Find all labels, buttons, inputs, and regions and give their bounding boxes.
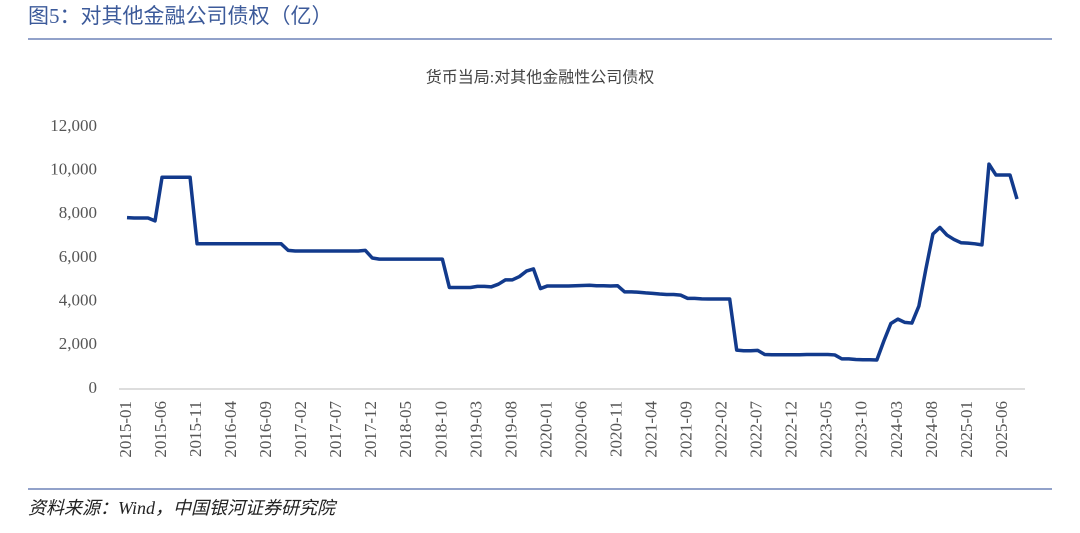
- x-tick-label: 2016-09: [256, 401, 275, 458]
- x-tick-label: 2021-04: [641, 401, 660, 458]
- x-tick-label: 2018-10: [431, 401, 450, 458]
- x-tick-label: 2023-10: [852, 401, 871, 458]
- figure-title: 图5：对其他金融公司债权（亿）: [28, 4, 333, 28]
- x-tick-label: 2023-05: [817, 401, 836, 458]
- x-tick-label: 2024-03: [887, 401, 906, 458]
- x-tick-label: 2020-11: [606, 401, 625, 457]
- x-tick-label: 2018-05: [396, 401, 415, 458]
- y-tick-label: 12,000: [50, 116, 97, 135]
- x-tick-label: 2022-12: [782, 401, 801, 458]
- x-tick-label: 2020-06: [571, 401, 590, 458]
- x-tick-label: 2016-04: [221, 401, 240, 458]
- y-tick-label: 10,000: [50, 160, 97, 179]
- x-tick-label: 2020-01: [536, 401, 555, 458]
- x-tick-label: 2015-01: [116, 401, 135, 458]
- chart-title: 货币当局:对其他金融性公司债权: [426, 69, 654, 87]
- x-tick-label: 2015-06: [151, 401, 170, 458]
- x-tick-label: 2022-07: [747, 401, 766, 458]
- x-tick-label: 2017-12: [361, 401, 380, 458]
- x-tick-label: 2024-08: [922, 401, 941, 458]
- x-tick-label: 2019-08: [501, 401, 520, 458]
- y-tick-label: 2,000: [59, 334, 97, 353]
- y-tick-label: 4,000: [59, 291, 97, 310]
- x-tick-label: 2017-02: [291, 401, 310, 458]
- x-tick-label: 2025-01: [957, 401, 976, 458]
- x-tick-label: 2015-11: [186, 401, 205, 457]
- x-tick-label: 2021-09: [677, 401, 696, 458]
- source-note: 资料来源：Wind，中国银河证券研究院: [28, 498, 338, 518]
- y-tick-label: 0: [89, 378, 98, 397]
- data-line: [126, 162, 1019, 362]
- y-tick-label: 8,000: [59, 203, 97, 222]
- x-tick-label: 2017-07: [326, 401, 345, 458]
- x-tick-label: 2025-06: [992, 401, 1011, 458]
- y-tick-label: 6,000: [59, 247, 97, 266]
- x-tick-label: 2022-02: [712, 401, 731, 458]
- x-tick-label: 2019-03: [466, 401, 485, 458]
